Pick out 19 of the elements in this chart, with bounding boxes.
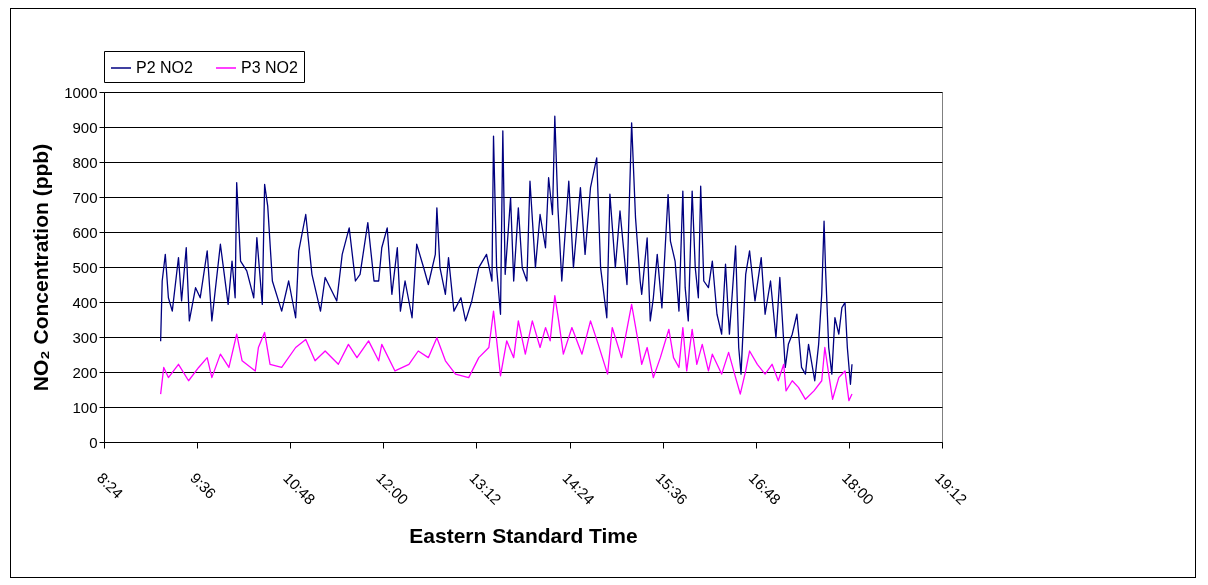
x-axis-title: Eastern Standard Time bbox=[409, 523, 638, 547]
y-tick-label: 700 bbox=[72, 188, 98, 206]
line-series bbox=[159, 295, 853, 402]
y-tick-label: 900 bbox=[72, 118, 98, 136]
x-tick-label: 8:24 bbox=[93, 469, 127, 502]
legend-label: P2 NO2 bbox=[136, 59, 194, 76]
y-tick-label: 800 bbox=[72, 153, 98, 171]
legend-label: P3 NO2 bbox=[241, 59, 299, 76]
y-tick-label: 100 bbox=[72, 398, 98, 416]
y-tick-label: 1000 bbox=[64, 83, 98, 101]
line-series bbox=[159, 115, 853, 385]
x-tick-label: 9:36 bbox=[187, 469, 220, 502]
y-tick-label: 0 bbox=[89, 433, 98, 451]
y-tick-label: 500 bbox=[72, 258, 98, 276]
y-tick-label: 200 bbox=[72, 363, 98, 381]
y-tick-label: 600 bbox=[72, 223, 98, 241]
y-axis-title: NO₂ Concentration (ppb) bbox=[29, 143, 53, 392]
y-tick-label: 300 bbox=[72, 328, 98, 346]
y-tick-label: 400 bbox=[72, 293, 98, 311]
